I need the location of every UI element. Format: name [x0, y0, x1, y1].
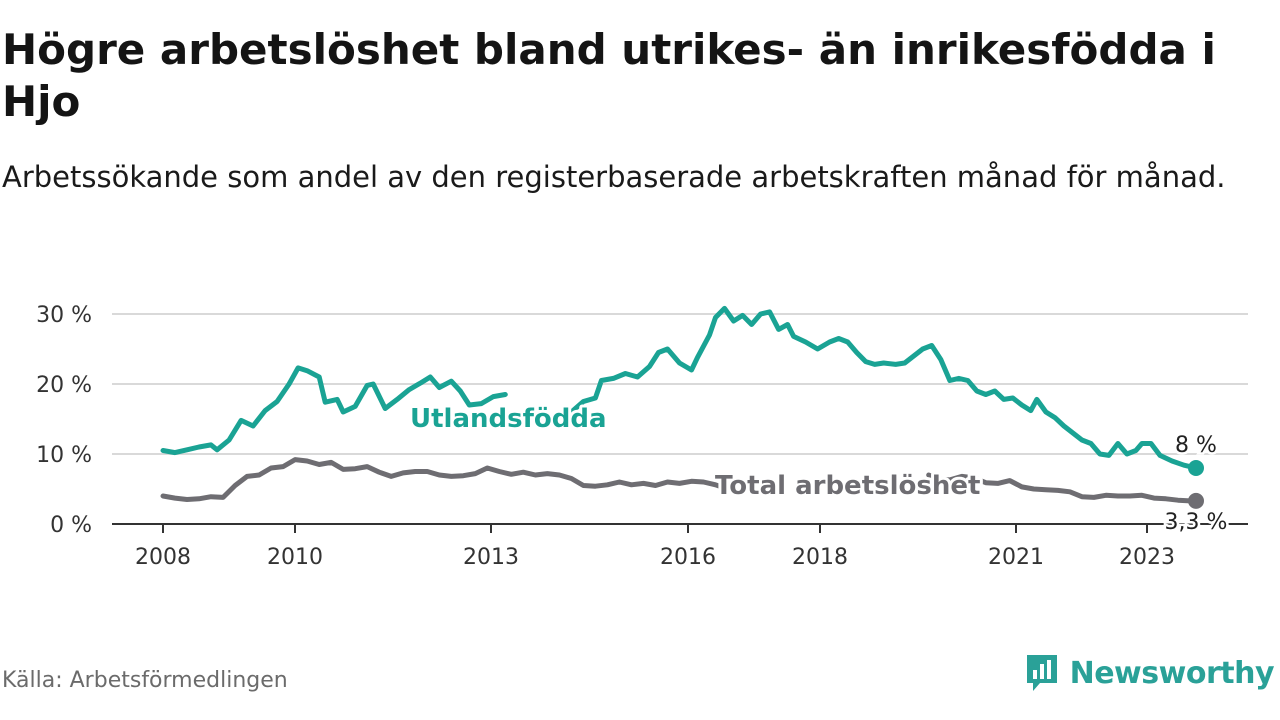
end-label-total: 3,3 %	[1165, 510, 1228, 535]
series-label-utlandsfodda: Utlandsfödda	[410, 404, 607, 434]
y-tick-label: 30 %	[36, 303, 92, 328]
series-line-total-2	[926, 472, 1199, 504]
y-tick-label: 0 %	[50, 513, 92, 538]
brand-name: Newsworthy	[1069, 655, 1275, 691]
x-tick-label: 2023	[1119, 545, 1175, 570]
chart-subtitle: Arbetssökande som andel av den registerb…	[2, 160, 1226, 194]
brand-logo: Newsworthy	[1024, 652, 1275, 694]
x-tick-label: 2018	[792, 545, 848, 570]
x-tick-label: 2010	[267, 545, 323, 570]
series-line-total-1	[160, 457, 730, 502]
end-marker-utlandsfodda	[1188, 460, 1204, 476]
x-tick-label: 2016	[660, 545, 716, 570]
y-tick-label: 10 %	[36, 443, 92, 468]
x-tick-label: 2008	[135, 545, 191, 570]
newsworthy-logo-icon	[1026, 655, 1057, 691]
chart-title: Högre arbetslöshet bland utrikes- än inr…	[2, 25, 1216, 126]
series-line-utlandsfodda-2	[568, 305, 1199, 471]
source-note: Källa: Arbetsförmedlingen	[2, 668, 288, 693]
end-label-utlandsfodda: 8 %	[1175, 433, 1217, 458]
x-tick-label: 2013	[463, 545, 519, 570]
x-tick-label: 2021	[988, 545, 1044, 570]
series-label-total: Total arbetslöshet	[715, 471, 980, 501]
y-tick-label: 20 %	[36, 373, 92, 398]
series-line-utlandsfodda-1	[160, 365, 508, 456]
end-marker-total	[1188, 492, 1204, 509]
